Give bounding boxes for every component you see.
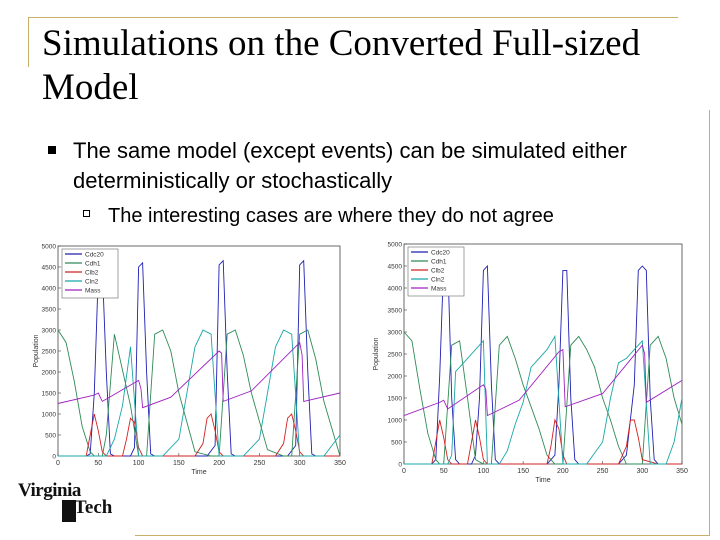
x-tick-label: 50: [94, 460, 102, 467]
y-tick-label: 5000: [388, 242, 403, 249]
series-line-mass: [403, 344, 683, 417]
y-axis-label: Population: [33, 334, 40, 367]
y-tick-label: 1000: [388, 418, 403, 425]
x-axis-label: Time: [191, 469, 206, 476]
y-tick-label: 3000: [388, 330, 403, 337]
legend-label-cln2: Cln2: [85, 279, 99, 286]
y-tick-label: 3000: [42, 328, 57, 335]
slide-title: Simulations on the Converted Full-sized …: [42, 23, 641, 108]
logo-word-tech: Tech: [74, 497, 113, 518]
legend-label-clb2: Clb2: [85, 270, 99, 277]
y-tick-label: 1000: [42, 412, 57, 419]
x-tick-label: 250: [254, 460, 266, 467]
y-tick-label: 0: [398, 462, 402, 469]
hollow-square-bullet-icon: [83, 210, 90, 217]
x-tick-label: 0: [402, 468, 406, 475]
frame-right-line: [709, 110, 710, 535]
series-line-cln2: [58, 329, 341, 457]
square-bullet-icon: [48, 146, 56, 154]
y-tick-label: 500: [391, 440, 402, 447]
y-tick-label: 3500: [42, 307, 57, 314]
x-axis-label: Time: [535, 477, 550, 484]
series-line-mass: [57, 341, 341, 409]
y-axis-label: Population: [373, 337, 380, 370]
x-tick-label: 350: [334, 460, 346, 467]
x-tick-label: 200: [557, 468, 569, 475]
x-tick-label: 150: [173, 460, 185, 467]
frame-left-line: [28, 17, 29, 67]
legend-label-cdh1: Cdh1: [431, 259, 447, 266]
x-tick-label: 100: [478, 468, 490, 475]
y-tick-label: 4000: [42, 286, 57, 293]
bullet-text: The same model (except events) can be si…: [73, 138, 627, 193]
legend-label-mass: Mass: [431, 286, 447, 293]
y-tick-label: 0: [52, 454, 56, 461]
y-tick-label: 500: [45, 433, 56, 440]
virginia-tech-logo: Virginia Tech: [18, 480, 133, 530]
y-tick-label: 3500: [388, 308, 403, 315]
y-tick-label: 1500: [42, 391, 57, 398]
x-tick-label: 0: [56, 460, 60, 467]
y-tick-label: 2000: [388, 374, 403, 381]
x-tick-label: 350: [676, 468, 688, 475]
x-tick-label: 300: [294, 460, 306, 467]
deterministic-simulation-plot: 0 50 100 150 200 250 300 3500500100015002000250…: [33, 244, 346, 477]
x-tick-label: 300: [636, 468, 648, 475]
y-tick-label: 4500: [42, 265, 57, 272]
y-tick-label: 2500: [42, 349, 57, 356]
y-tick-label: 2000: [42, 370, 57, 377]
legend-label-cdc20: Cdc20: [431, 250, 450, 257]
legend-label-clb2: Clb2: [431, 268, 445, 275]
sub-bullet-text: The interesting cases are where they do …: [108, 205, 554, 227]
x-tick-label: 150: [517, 468, 529, 475]
legend-label-cln2: Cln2: [431, 277, 445, 284]
y-tick-label: 4500: [388, 264, 403, 271]
y-tick-label: 5000: [42, 244, 57, 251]
legend-label-cdc20: Cdc20: [85, 252, 104, 259]
legend-label-mass: Mass: [85, 288, 101, 295]
stochastic-simulation-plot: 0 50 100 150 200 250 300 3500500100015002000250…: [373, 242, 688, 485]
frame-bottom-line: [135, 535, 710, 536]
y-tick-label: 4000: [388, 286, 403, 293]
legend-label-cdh1: Cdh1: [85, 261, 101, 268]
x-tick-label: 200: [213, 460, 225, 467]
series-line-clb2: [58, 413, 340, 457]
y-tick-label: 1500: [388, 396, 403, 403]
series-line-clb2: [404, 418, 682, 465]
x-tick-label: 100: [133, 460, 145, 467]
y-tick-label: 2500: [388, 352, 403, 359]
series-line-cln2: [404, 334, 683, 465]
x-tick-label: 250: [597, 468, 609, 475]
frame-top-line: [28, 17, 678, 18]
x-tick-label: 50: [440, 468, 448, 475]
logo-word-virginia: Virginia: [18, 480, 81, 501]
logo-mark-icon: [62, 500, 76, 522]
